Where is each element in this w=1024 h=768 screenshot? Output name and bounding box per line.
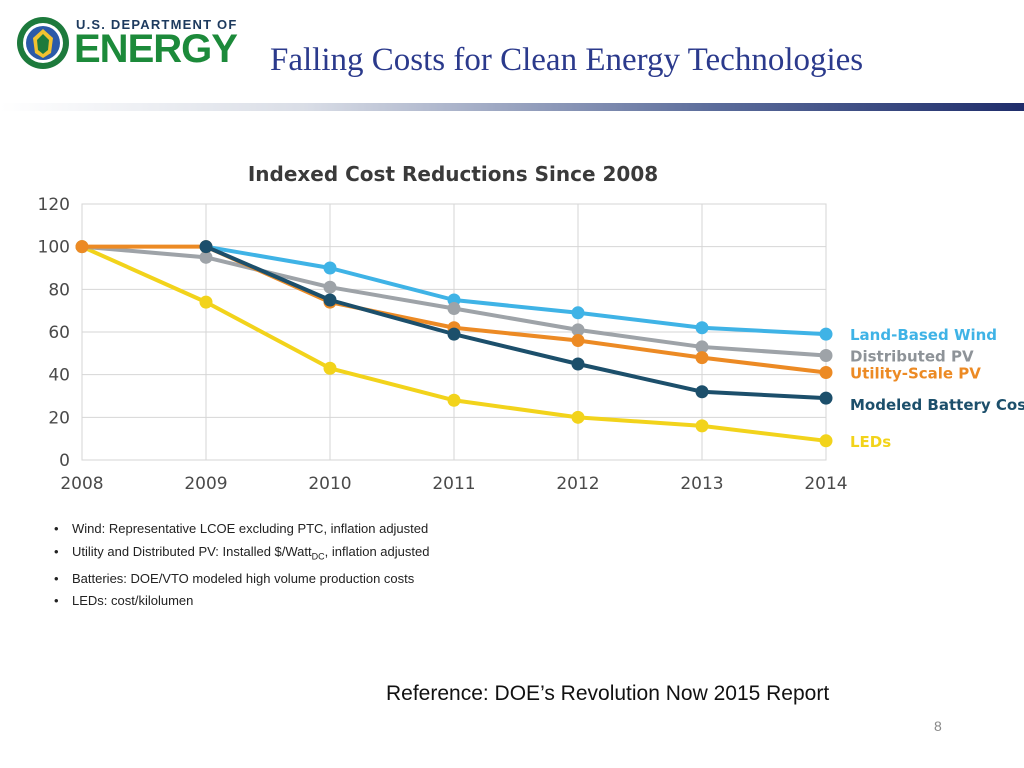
- note-pv-subscript: DC: [311, 551, 325, 562]
- data-point-distributed-pv: [323, 280, 337, 294]
- data-point-distributed-pv: [199, 250, 213, 264]
- note-pv-text: Utility and Distributed PV: Installed $/…: [72, 543, 312, 559]
- legend-label-leds: LEDs: [850, 433, 891, 451]
- notes-list: Wind: Representative LCOE excluding PTC,…: [52, 518, 429, 613]
- data-point-modeled-battery-costs: [695, 385, 709, 399]
- y-tick-label: 0: [59, 451, 70, 471]
- data-point-leds: [819, 434, 833, 448]
- data-point-utility-scale-pv: [819, 366, 833, 380]
- y-tick-label: 120: [38, 195, 70, 215]
- data-point-leds: [323, 361, 337, 375]
- header-divider: [0, 103, 1024, 111]
- data-point-land-based-wind: [819, 327, 833, 341]
- data-point-land-based-wind: [323, 261, 337, 275]
- y-tick-label: 40: [48, 366, 70, 386]
- note-item-leds: LEDs: cost/kilolumen: [52, 590, 429, 613]
- x-tick-label: 2012: [556, 474, 599, 494]
- note-item-wind: Wind: Representative LCOE excluding PTC,…: [52, 518, 429, 541]
- series-line-land-based-wind: [204, 244, 828, 337]
- y-tick-label: 100: [38, 238, 70, 258]
- y-tick-label: 20: [48, 408, 70, 428]
- legend-label-distributed-pv: Distributed PV: [850, 347, 974, 365]
- legend-label-land-based-wind: Land-Based Wind: [850, 326, 997, 344]
- data-point-modeled-battery-costs: [571, 357, 585, 371]
- cost-reduction-chart: Indexed Cost Reductions Since 2008 0 20 40 6…: [38, 162, 1024, 494]
- data-point-distributed-pv: [447, 302, 461, 316]
- data-point-leds: [447, 393, 461, 407]
- data-point-land-based-wind: [695, 321, 709, 335]
- x-tick-label: 2009: [184, 474, 227, 494]
- x-tick-label: 2014: [804, 474, 847, 494]
- reference-text: Reference: DOE’s Revolution Now 2015 Rep…: [386, 682, 830, 705]
- data-point-modeled-battery-costs: [447, 327, 461, 341]
- data-point-leds: [199, 295, 213, 309]
- note-item-batteries: Batteries: DOE/VTO modeled high volume p…: [52, 568, 429, 591]
- data-point-leds: [695, 419, 709, 433]
- series-line-modeled-battery-costs: [204, 244, 828, 401]
- y-tick-label: 60: [48, 323, 70, 343]
- data-point-distributed-pv: [819, 348, 833, 362]
- legend-label-modeled-battery-costs: Modeled Battery Costs: [850, 396, 1024, 414]
- note-item-pv: Utility and Distributed PV: Installed $/…: [52, 541, 429, 568]
- data-point-utility-scale-pv: [75, 240, 89, 254]
- chart-title: Indexed Cost Reductions Since 2008: [248, 162, 658, 186]
- doe-logo: U.S. DEPARTMENT OF ENERGY: [16, 14, 238, 74]
- x-tick-label: 2008: [60, 474, 103, 494]
- data-point-modeled-battery-costs: [819, 391, 833, 405]
- slide-title: Falling Costs for Clean Energy Technolog…: [270, 42, 864, 78]
- data-point-leds: [571, 410, 585, 424]
- department-label: U.S. DEPARTMENT OF: [76, 17, 238, 32]
- legend-label-utility-scale-pv: Utility-Scale PV: [850, 365, 981, 383]
- data-point-utility-scale-pv: [695, 351, 709, 365]
- x-tick-label: 2013: [680, 474, 723, 494]
- data-point-utility-scale-pv: [571, 334, 585, 348]
- data-point-land-based-wind: [571, 306, 585, 320]
- data-point-distributed-pv: [695, 340, 709, 354]
- energy-wordmark: ENERGY: [74, 27, 238, 71]
- page-number: 8: [934, 718, 942, 734]
- y-tick-label: 80: [48, 280, 70, 300]
- x-tick-label: 2011: [432, 474, 475, 494]
- doe-seal-icon: [17, 17, 69, 69]
- note-pv-suffix: , inflation adjusted: [324, 543, 430, 559]
- data-point-distributed-pv: [571, 323, 585, 337]
- data-point-modeled-battery-costs: [199, 240, 213, 254]
- chart-container: Indexed Cost Reductions Since 2008 0 20 40 6…: [0, 130, 1024, 510]
- data-point-modeled-battery-costs: [323, 293, 337, 307]
- x-tick-label: 2010: [308, 474, 351, 494]
